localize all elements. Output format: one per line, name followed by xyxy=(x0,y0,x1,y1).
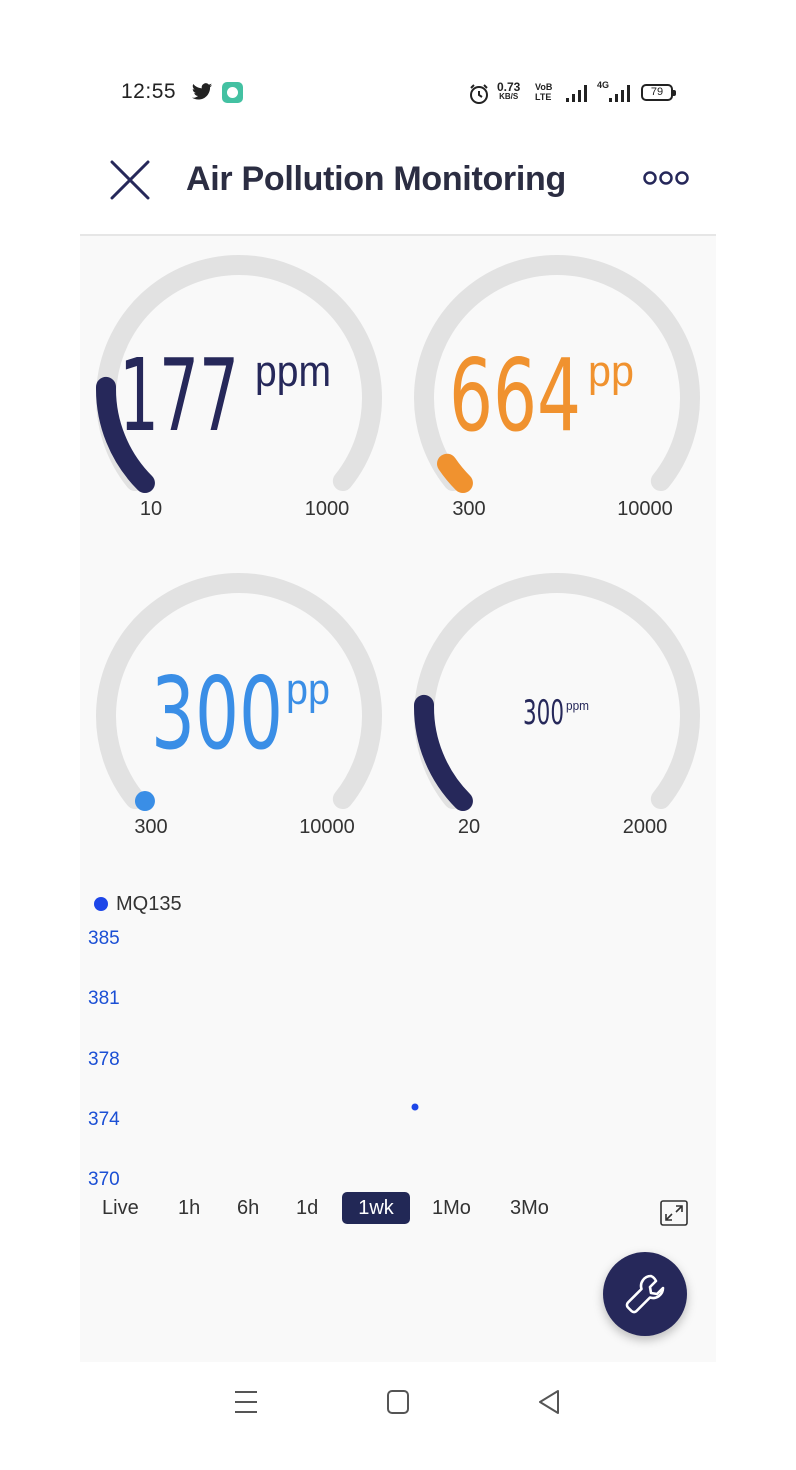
more-options-icon[interactable] xyxy=(640,166,692,190)
range-1d[interactable]: 1d xyxy=(296,1197,319,1219)
back-icon[interactable] xyxy=(528,1388,572,1416)
gauge-unit: ppm xyxy=(566,698,589,713)
gauge-min: 20 xyxy=(457,816,481,838)
network-speed: 0.73 KB/S xyxy=(497,80,521,101)
gauge-track xyxy=(414,573,700,810)
signal-4g-label: 4G xyxy=(597,80,610,90)
expand-icon[interactable] xyxy=(660,1200,688,1226)
signal-4g-icon xyxy=(609,85,630,102)
battery-icon: 79 xyxy=(641,84,676,101)
legend-label: MQ135 xyxy=(116,893,182,915)
range-1h[interactable]: 1h xyxy=(178,1197,201,1219)
range-6h[interactable]: 6h xyxy=(237,1197,260,1219)
gauge-2: 664 pp 300 10000 xyxy=(398,236,716,554)
system-nav-bar xyxy=(0,1362,796,1470)
twitter-icon xyxy=(191,83,213,100)
range-3mo[interactable]: 3Mo xyxy=(510,1197,549,1219)
app-header: Air Pollution Monitoring xyxy=(80,130,716,234)
gauge-unit: ppm xyxy=(255,347,331,396)
gauge-track xyxy=(96,573,382,810)
gauge-3: 300 pp 300 10000 xyxy=(80,554,398,872)
close-icon[interactable] xyxy=(108,158,152,202)
signal-icon xyxy=(566,85,587,102)
volte-indicator: VoB LTE xyxy=(535,82,553,102)
y-tick-label: 385 xyxy=(88,928,120,949)
page-title: Air Pollution Monitoring xyxy=(186,160,566,198)
gauge-min: 300 xyxy=(134,816,168,838)
range-1wk[interactable]: 1wk xyxy=(342,1192,410,1224)
home-icon[interactable] xyxy=(376,1388,420,1416)
gauge-value: 300 xyxy=(151,655,283,772)
wrench-icon xyxy=(625,1274,665,1314)
gauge-value: 664 xyxy=(449,337,581,454)
gauge-fill xyxy=(96,376,155,494)
gauge-min: 300 xyxy=(452,498,486,520)
gauge-track xyxy=(414,255,700,492)
gauge-min: 10 xyxy=(139,498,163,520)
gauge-max: 10000 xyxy=(617,498,673,520)
chart-plot xyxy=(411,1103,419,1111)
y-tick-label: 370 xyxy=(88,1169,120,1190)
y-tick-label: 374 xyxy=(88,1109,120,1130)
legend-dot xyxy=(94,897,108,911)
alarm-icon xyxy=(470,84,488,104)
gauge-value: 300 xyxy=(523,693,564,733)
gauge-fill xyxy=(414,694,473,812)
status-time: 12:55 xyxy=(121,80,177,103)
gauge-fill xyxy=(436,453,473,494)
gauge-value: 177 xyxy=(119,337,239,454)
range-live[interactable]: Live xyxy=(102,1197,139,1219)
gauge-max: 2000 xyxy=(622,816,668,838)
header-divider xyxy=(80,234,716,236)
tools-fab-button[interactable] xyxy=(603,1252,687,1336)
range-1mo[interactable]: 1Mo xyxy=(432,1197,471,1219)
y-tick-label: 381 xyxy=(88,988,120,1009)
gauge-unit: pp xyxy=(286,665,330,714)
data-point xyxy=(411,1103,419,1111)
gauge-1: 177 ppm 10 1000 xyxy=(80,236,398,554)
dashboard-content: 177 ppm 10 1000 664 pp 300 10000 300 pp … xyxy=(80,236,716,1362)
gauge-unit: pp xyxy=(588,347,634,396)
menu-icon[interactable] xyxy=(224,1388,268,1416)
app-notification-icon xyxy=(222,82,243,103)
gauge-4: 300 ppm 20 2000 xyxy=(398,554,716,872)
gauge-max: 1000 xyxy=(304,498,350,520)
gauge-max: 10000 xyxy=(299,816,355,838)
status-bar: 12:55 0.73 KB/S VoB LTE 4G 79 xyxy=(0,70,796,116)
y-tick-label: 378 xyxy=(88,1049,120,1070)
